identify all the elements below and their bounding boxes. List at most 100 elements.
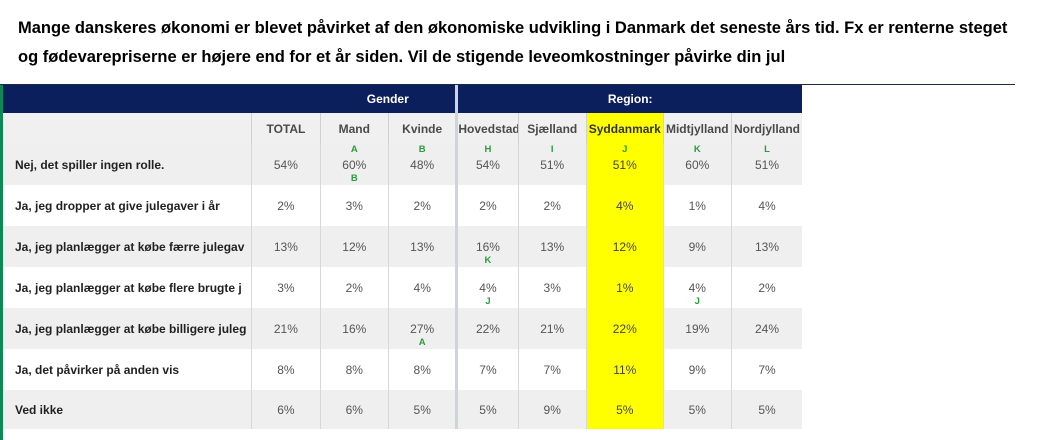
value-cell: 19% [662, 308, 732, 349]
percentage-value: 13% [410, 239, 435, 254]
banner-blank [3, 85, 321, 113]
table-row: Ved ikke 6% 6% 5% 5% 9% 5% 5% 5% [3, 390, 802, 429]
percentage-value: 48% [410, 157, 435, 172]
percentage-value: 12% [342, 239, 367, 254]
percentage-value: 9% [543, 402, 561, 417]
banner-region: Region: [455, 85, 802, 113]
percentage-value: 9% [688, 362, 706, 377]
value-cell: 13% [387, 226, 457, 267]
row-label: Ja, jeg planlægger at købe færre julegav [3, 226, 252, 267]
percentage-value: 2% [413, 198, 431, 213]
percentage-value: 13% [540, 239, 565, 254]
percentage-value: 8% [277, 362, 295, 377]
value-cell: B 48% [387, 144, 457, 185]
table-body: Nej, det spiller ingen rolle. 54% A 60% B B 48… [3, 144, 802, 429]
percentage-value: 22% [612, 321, 637, 336]
column-header-sjaelland: Sjælland [517, 113, 587, 144]
value-cell: 3% [517, 267, 587, 308]
value-cell: 1% [585, 267, 664, 308]
value-cell: 6% [319, 390, 389, 429]
row-label: Ja, jeg dropper at give julegaver i år [15, 198, 220, 213]
percentage-value: 5% [413, 402, 431, 417]
value-cell: 24% [730, 308, 802, 349]
value-cell: 8% [387, 349, 457, 390]
value-cell: 7% [517, 349, 587, 390]
value-cell: 8% [319, 349, 389, 390]
percentage-value: 6% [345, 402, 363, 417]
significance-letter: J [694, 296, 700, 307]
significance-letter: J [485, 296, 491, 307]
column-header-mand: Mand [319, 113, 389, 144]
row-label: Nej, det spiller ingen rolle. [3, 144, 252, 185]
value-cell: 5% [387, 390, 457, 429]
value-cell: 5% [662, 390, 732, 429]
banner-gender: Gender [320, 85, 457, 113]
value-cell: 3% [251, 267, 321, 308]
table-row: Ja, jeg planlægger at købe billigere jul… [3, 308, 802, 349]
value-cell: 12% [319, 226, 389, 267]
value-cell: 12% [585, 226, 664, 267]
question-divider [0, 84, 1015, 85]
value-cell: 13% [517, 226, 587, 267]
table-row: Ja, det påvirker på anden vis 8% 8% 8% 7% 7% 1… [3, 349, 802, 390]
table-row: Ja, jeg planlægger at købe færre julegav… [3, 226, 802, 267]
significance-letter: K [484, 255, 492, 266]
value-cell: H 54% [455, 144, 519, 185]
percentage-value: 2% [758, 280, 776, 295]
percentage-value: 3% [345, 198, 363, 213]
percentage-value: 51% [754, 157, 779, 172]
value-cell: 16% K [455, 226, 519, 267]
column-header-syddanmark: Syddanmark [585, 113, 664, 144]
percentage-value: 24% [754, 321, 779, 336]
banner-row: Gender Region: [3, 85, 802, 113]
table-left-accent [0, 85, 3, 440]
value-cell: 21% [517, 308, 587, 349]
percentage-value: 7% [479, 362, 497, 377]
column-header-blank [3, 113, 252, 144]
percentage-value: 9% [688, 239, 706, 254]
percentage-value: 4% [758, 198, 776, 213]
table-row: Ja, jeg planlægger at købe flere brugte … [3, 267, 802, 308]
value-cell: 7% [455, 349, 519, 390]
significance-letter: A [418, 337, 426, 348]
percentage-value: 5% [616, 402, 634, 417]
percentage-value: 13% [754, 239, 779, 254]
row-label: Ja, jeg planlægger at købe flere brugte … [15, 280, 242, 295]
value-cell: A 60% B [319, 144, 389, 185]
column-letter: L [764, 144, 770, 155]
percentage-value: 3% [543, 280, 561, 295]
value-cell: L 51% [730, 144, 802, 185]
significance-letter: B [350, 173, 358, 184]
percentage-value: 1% [688, 198, 706, 213]
value-cell: 4% [387, 267, 457, 308]
percentage-value: 7% [543, 362, 561, 377]
percentage-value: 2% [345, 280, 363, 295]
value-cell: 27% A [387, 308, 457, 349]
value-cell: 13% [730, 226, 802, 267]
percentage-value: 12% [612, 239, 637, 254]
column-header-total: TOTAL [251, 113, 321, 144]
percentage-value: 3% [277, 280, 295, 295]
value-cell: J 51% [585, 144, 664, 185]
value-cell: 4% [585, 185, 664, 226]
percentage-value: 19% [685, 321, 710, 336]
value-cell: 16% [319, 308, 389, 349]
percentage-value: 27% [410, 321, 435, 336]
percentage-value: 1% [616, 280, 634, 295]
percentage-value: 6% [277, 402, 295, 417]
value-cell: 3% [319, 185, 389, 226]
value-cell: 11% [585, 349, 664, 390]
column-header-nordjylland: Nordjylland [730, 113, 802, 144]
percentage-value: 8% [345, 362, 363, 377]
percentage-value: 22% [475, 321, 500, 336]
percentage-value: 54% [475, 157, 500, 172]
value-cell: 6% [251, 390, 321, 429]
value-cell: 2% [387, 185, 457, 226]
percentage-value: 11% [613, 362, 637, 377]
column-letter: B [418, 144, 426, 155]
table-row: Nej, det spiller ingen rolle. 54% A 60% B B 48… [3, 144, 802, 185]
value-cell: 9% [662, 349, 732, 390]
value-cell: 54% [251, 144, 321, 185]
value-cell: 22% [455, 308, 519, 349]
percentage-value: 16% [475, 239, 500, 254]
